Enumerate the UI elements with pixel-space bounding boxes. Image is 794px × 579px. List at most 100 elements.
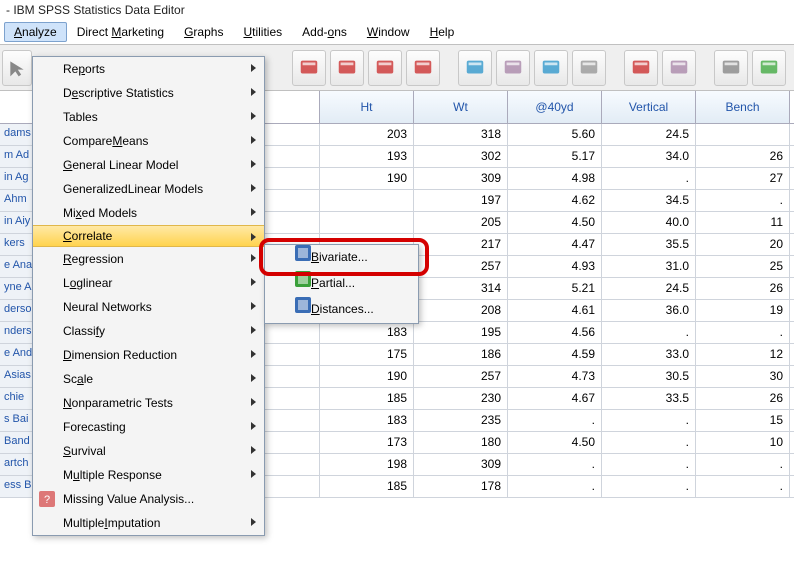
cell[interactable]: 185 [320,388,414,409]
menu-graphs[interactable]: Graphs [174,22,233,42]
toolbar-button-6[interactable] [534,50,568,86]
menu-item-compare-means[interactable]: Compare Means [33,129,264,153]
cell[interactable]: 40.0 [602,212,696,233]
cell[interactable]: 230 [414,388,508,409]
cell[interactable]: 34.0 [602,146,696,167]
cell[interactable]: 26 [696,388,790,409]
cell[interactable]: 10 [696,432,790,453]
row-label[interactable]: Band [0,432,36,453]
cell[interactable]: 235 [414,410,508,431]
menu-item-correlate[interactable]: Correlate [33,225,264,247]
cell[interactable]: 31.0 [602,256,696,277]
row-label[interactable]: ess B [0,476,36,497]
toolbar-button-8[interactable] [624,50,658,86]
menu-window[interactable]: Window [357,22,420,42]
row-label[interactable]: nders [0,322,36,343]
row-label[interactable]: Ahm [0,190,36,211]
menu-item-survival[interactable]: Survival [33,439,264,463]
menu-item-mixed-models[interactable]: Mixed Models [33,201,264,225]
cell[interactable]: 4.59 [508,344,602,365]
cell[interactable]: 4.61 [508,300,602,321]
cell[interactable]: . [696,322,790,343]
row-label[interactable]: derso [0,300,36,321]
submenu-item-partial-[interactable]: Partial... [265,271,418,297]
col-header-wt[interactable]: Wt [414,91,508,123]
cell[interactable]: . [602,454,696,475]
submenu-item-bivariate-[interactable]: Bivariate... [265,245,418,271]
cell[interactable]: 257 [414,366,508,387]
cell[interactable]: 30 [696,366,790,387]
cell[interactable]: 34.5 [602,190,696,211]
cell[interactable]: 203 [320,124,414,145]
cell[interactable]: 4.73 [508,366,602,387]
row-label[interactable]: kers [0,234,36,255]
cell[interactable]: 33.5 [602,388,696,409]
toolbar-button-7[interactable] [572,50,606,86]
menu-item-generalized-linear-models[interactable]: Generalized Linear Models [33,177,264,201]
cell[interactable]: . [602,476,696,497]
cell[interactable]: 35.5 [602,234,696,255]
cell[interactable]: 208 [414,300,508,321]
cell[interactable]: 257 [414,256,508,277]
menu-direct-marketing[interactable]: Direct Marketing [67,22,174,42]
cell[interactable] [696,124,790,145]
row-label[interactable]: dams [0,124,36,145]
cell[interactable]: . [696,190,790,211]
cell[interactable]: 4.47 [508,234,602,255]
cell[interactable]: 198 [320,454,414,475]
cell[interactable]: 36.0 [602,300,696,321]
cell[interactable]: 4.56 [508,322,602,343]
col-header-@40yd[interactable]: @40yd [508,91,602,123]
cell[interactable] [320,190,414,211]
cell[interactable]: 302 [414,146,508,167]
menu-item-forecasting[interactable]: Forecasting [33,415,264,439]
cell[interactable]: 185 [320,476,414,497]
menu-item-multiple-response[interactable]: Multiple Response [33,463,264,487]
toolbar-button-11[interactable] [752,50,786,86]
cell[interactable]: 190 [320,168,414,189]
row-label[interactable]: s Bai [0,410,36,431]
row-label[interactable]: in Aiy [0,212,36,233]
menu-help[interactable]: Help [420,22,465,42]
cell[interactable]: 4.67 [508,388,602,409]
cell[interactable]: 20 [696,234,790,255]
toolbar-button-10[interactable] [714,50,748,86]
toolbar-button-4[interactable] [458,50,492,86]
menu-add-ons[interactable]: Add-ons [292,22,357,42]
menu-item-neural-networks[interactable]: Neural Networks [33,295,264,319]
cell[interactable]: 33.0 [602,344,696,365]
toolbar-button-2[interactable] [368,50,402,86]
cell[interactable]: 193 [320,146,414,167]
row-label[interactable]: artch [0,454,36,475]
toolbar-nav-button[interactable] [2,50,32,86]
submenu-item-distances-[interactable]: Distances... [265,297,418,323]
toolbar-button-3[interactable] [406,50,440,86]
menu-item-reports[interactable]: Reports [33,57,264,81]
menu-utilities[interactable]: Utilities [233,22,292,42]
cell[interactable]: . [696,454,790,475]
menu-item-dimension-reduction[interactable]: Dimension Reduction [33,343,264,367]
cell[interactable]: 30.5 [602,366,696,387]
toolbar-button-9[interactable] [662,50,696,86]
cell[interactable]: 318 [414,124,508,145]
cell[interactable]: . [602,410,696,431]
menu-item-loglinear[interactable]: Loglinear [33,271,264,295]
cell[interactable]: 11 [696,212,790,233]
cell[interactable]: 217 [414,234,508,255]
cell[interactable] [320,212,414,233]
menu-item-classify[interactable]: Classify [33,319,264,343]
toolbar-button-5[interactable] [496,50,530,86]
col-header-bench[interactable]: Bench [696,91,790,123]
col-header-ht[interactable]: Ht [320,91,414,123]
cell[interactable]: 175 [320,344,414,365]
cell[interactable]: 190 [320,366,414,387]
cell[interactable]: . [508,476,602,497]
toolbar-button-0[interactable] [292,50,326,86]
cell[interactable]: 27 [696,168,790,189]
cell[interactable]: 5.21 [508,278,602,299]
cell[interactable]: 309 [414,454,508,475]
cell[interactable]: 25 [696,256,790,277]
menu-item-regression[interactable]: Regression [33,247,264,271]
cell[interactable]: . [696,476,790,497]
cell[interactable]: 197 [414,190,508,211]
